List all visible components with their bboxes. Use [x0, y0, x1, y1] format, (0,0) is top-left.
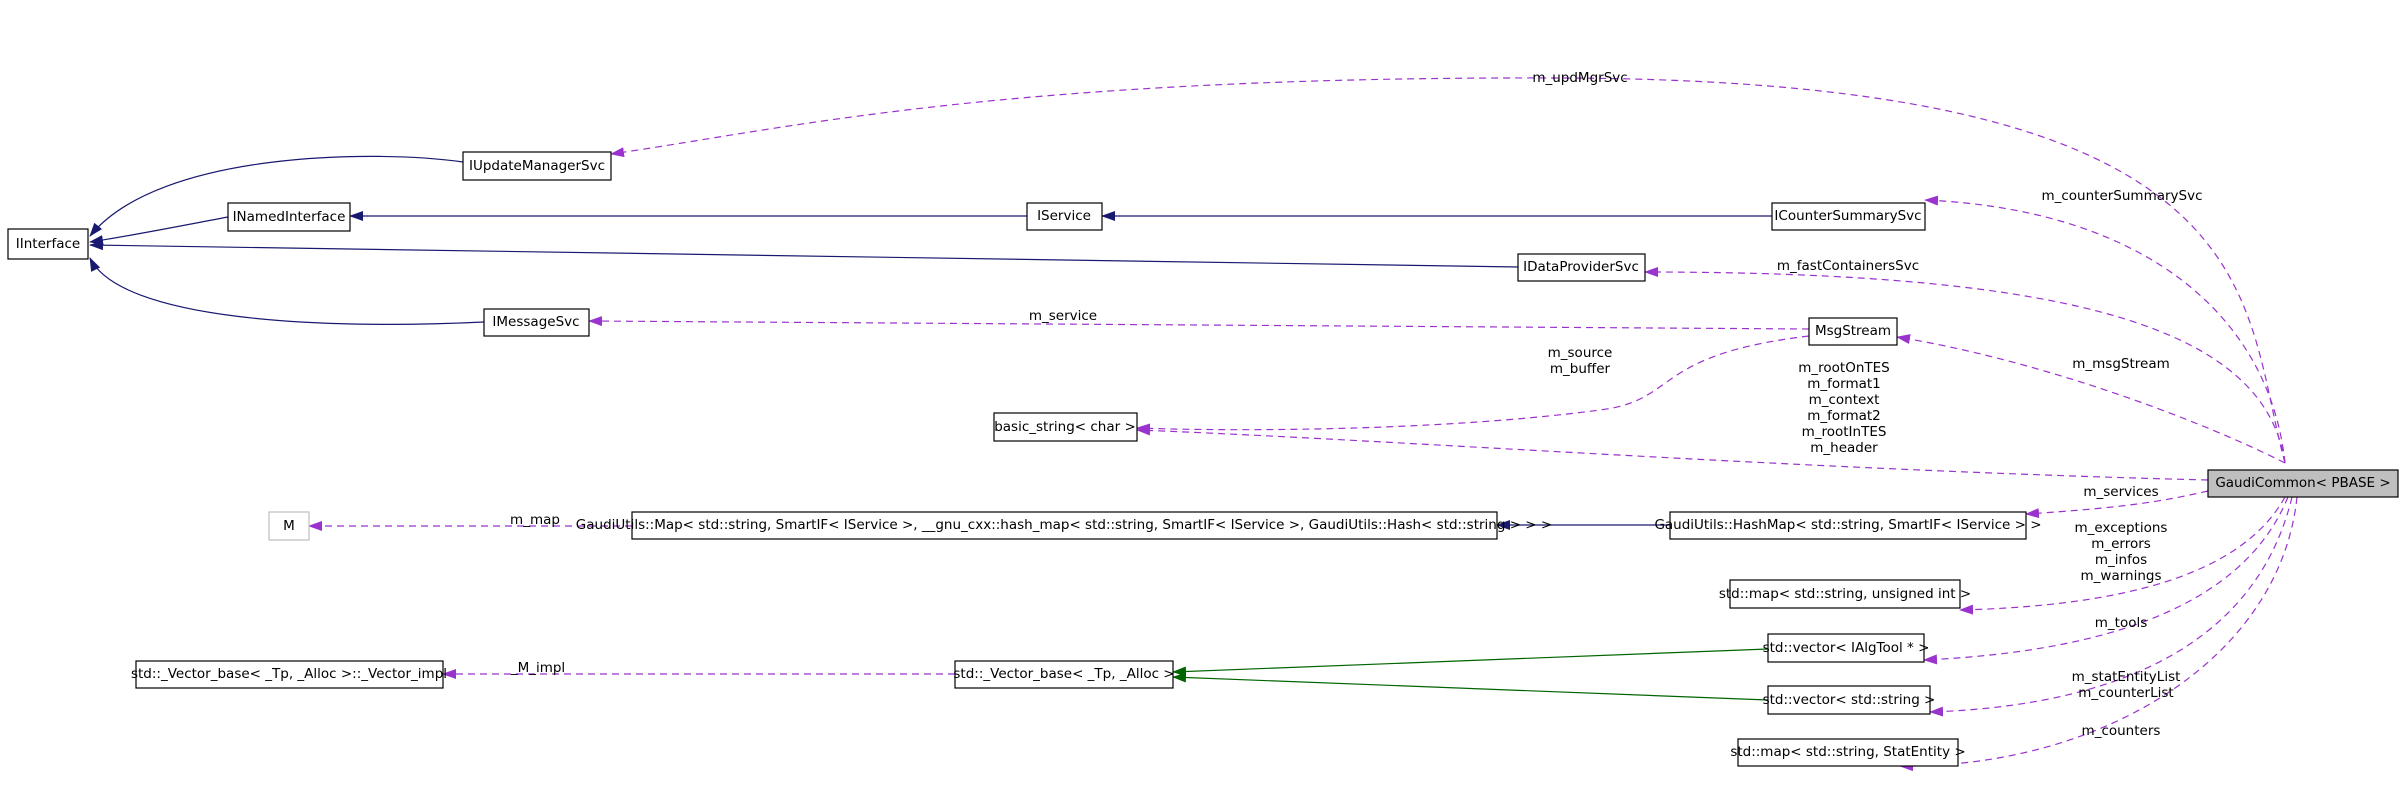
node-imessagesvc-label: IMessageSvc: [492, 314, 579, 330]
node-basic-string-label: basic_string< char >: [994, 419, 1136, 435]
node-gaudiutils-hashmap-label: GaudiUtils::HashMap< std::string, SmartI…: [1654, 517, 2041, 533]
edge-vector-ialgtool-to-vector-base: [1172, 648, 1769, 677]
edge-vector-string-to-vector-base: [1172, 672, 1769, 701]
edge-iupdatemanagersvc-to-iinterface: [89, 155, 464, 237]
edge-m-msgstream: [1896, 334, 2286, 464]
edge-labels: m_updMgrSvc m_counterSummarySvc m_fastCo…: [510, 70, 2203, 739]
label-m-services: m_services: [2083, 484, 2158, 500]
label-m-rootintes: m_rootInTES: [1802, 424, 1887, 440]
node-idataprovidersvc[interactable]: IDataProviderSvc: [1517, 253, 1646, 282]
edge-m-updmgrsvc: [610, 77, 2286, 464]
node-msgstream[interactable]: MsgStream: [1808, 317, 1898, 346]
node-vector-ialgtool-label: std::vector< IAlgTool * >: [1763, 640, 1930, 656]
edge-m-counters: [1899, 496, 2298, 772]
edge-m-services: [2025, 490, 2209, 519]
edge-idataprovidersvc-to-iinterface: [89, 240, 1519, 268]
node-vector-string-label: std::vector< std::string >: [1763, 692, 1936, 708]
label-m-errors: m_errors: [2091, 536, 2151, 552]
label-m-map: m_map: [510, 512, 560, 528]
label-m-impl: _M_impl: [510, 660, 565, 676]
edge-m-service: [588, 316, 1810, 330]
edge-m-exceptions-group: [1959, 496, 2286, 615]
label-m-countersummarysvc: m_counterSummarySvc: [2041, 188, 2202, 204]
node-iservice[interactable]: IService: [1026, 202, 1103, 231]
label-m-context: m_context: [1809, 392, 1880, 408]
label-m-infos: m_infos: [2095, 552, 2147, 568]
node-vector-ialgtool[interactable]: std::vector< IAlgTool * >: [1763, 633, 1930, 663]
node-gaudicommon: GaudiCommon< PBASE >: [2207, 469, 2399, 498]
label-m-tools: m_tools: [2095, 615, 2148, 631]
node-gaudiutils-map-label: GaudiUtils::Map< std::string, SmartIF< I…: [576, 517, 1552, 533]
node-iinterface-label: IInterface: [16, 236, 80, 252]
label-m-buffer: m_buffer: [1550, 361, 1611, 377]
node-m-template: M: [268, 511, 310, 541]
node-gaudicommon-label: GaudiCommon< PBASE >: [2215, 475, 2390, 491]
label-m-source: m_source: [1548, 345, 1613, 361]
node-iinterface[interactable]: IInterface: [7, 228, 89, 260]
node-iupdatemanagersvc-label: IUpdateManagerSvc: [469, 158, 605, 174]
edge-m-statentitylist-group: [1929, 496, 2293, 717]
label-m-statentitylist: m_statEntityList: [2072, 669, 2181, 685]
node-iupdatemanagersvc[interactable]: IUpdateManagerSvc: [462, 151, 612, 181]
label-m-header: m_header: [1810, 440, 1878, 456]
inheritance-edges: [89, 155, 1772, 701]
label-m-counters: m_counters: [2082, 723, 2161, 739]
node-map-string-uint[interactable]: std::map< std::string, unsigned int >: [1719, 579, 1971, 609]
label-m-format2: m_format2: [1807, 408, 1881, 424]
node-icountersummarysvc[interactable]: ICounterSummarySvc: [1771, 202, 1926, 231]
label-m-fastcontainerssvc: m_fastContainersSvc: [1777, 258, 1919, 274]
node-basic-string[interactable]: basic_string< char >: [993, 412, 1138, 442]
node-vector-impl-label: std::_Vector_base< _Tp, _Alloc >::_Vecto…: [131, 666, 447, 682]
node-map-string-uint-label: std::map< std::string, unsigned int >: [1719, 586, 1971, 602]
node-iservice-label: IService: [1037, 208, 1091, 224]
node-vector-base[interactable]: std::_Vector_base< _Tp, _Alloc >: [953, 660, 1175, 689]
node-inamedinterface[interactable]: INamedInterface: [227, 202, 351, 232]
node-inamedinterface-label: INamedInterface: [233, 209, 346, 225]
edge-imessagesvc-to-iinterface: [89, 257, 485, 325]
node-icountersummarysvc-label: ICounterSummarySvc: [1774, 208, 1921, 224]
nodes: IInterface IUpdateManagerSvc INamedInter…: [7, 151, 2399, 767]
edge-m-tools: [1923, 496, 2289, 665]
edge-m-fastcontainerssvc: [1644, 267, 2286, 464]
edge-m-source-m-buffer: [1136, 335, 1810, 434]
node-gaudiutils-hashmap[interactable]: GaudiUtils::HashMap< std::string, SmartI…: [1654, 511, 2042, 540]
node-vector-string[interactable]: std::vector< std::string >: [1763, 685, 1936, 715]
edge-m-rootontes-group: [1136, 425, 2209, 481]
node-vector-impl[interactable]: std::_Vector_base< _Tp, _Alloc >::_Vecto…: [131, 660, 447, 689]
node-map-statentity[interactable]: std::map< std::string, StatEntity >: [1730, 738, 1966, 767]
node-m-template-label: M: [283, 518, 295, 534]
node-vector-base-label: std::_Vector_base< _Tp, _Alloc >: [953, 666, 1174, 682]
node-msgstream-label: MsgStream: [1815, 323, 1891, 339]
label-m-counterlist: m_counterList: [2078, 685, 2173, 701]
label-m-service: m_service: [1029, 308, 1097, 324]
label-m-exceptions: m_exceptions: [2075, 520, 2168, 536]
usage-edges: [308, 77, 2298, 772]
label-m-rootontes: m_rootOnTES: [1798, 360, 1890, 376]
label-m-msgstream: m_msgStream: [2072, 356, 2170, 372]
node-map-statentity-label: std::map< std::string, StatEntity >: [1730, 744, 1965, 760]
node-gaudiutils-map[interactable]: GaudiUtils::Map< std::string, SmartIF< I…: [576, 511, 1552, 540]
edge-m-countersummarysvc: [1924, 195, 2286, 464]
label-m-warnings: m_warnings: [2081, 568, 2162, 584]
edge-inamedinterface-to-iinterface: [89, 216, 229, 246]
node-imessagesvc[interactable]: IMessageSvc: [483, 308, 590, 337]
label-m-format1: m_format1: [1807, 376, 1881, 392]
node-idataprovidersvc-label: IDataProviderSvc: [1523, 259, 1639, 275]
label-m-updmgrsvc: m_updMgrSvc: [1532, 70, 1627, 86]
